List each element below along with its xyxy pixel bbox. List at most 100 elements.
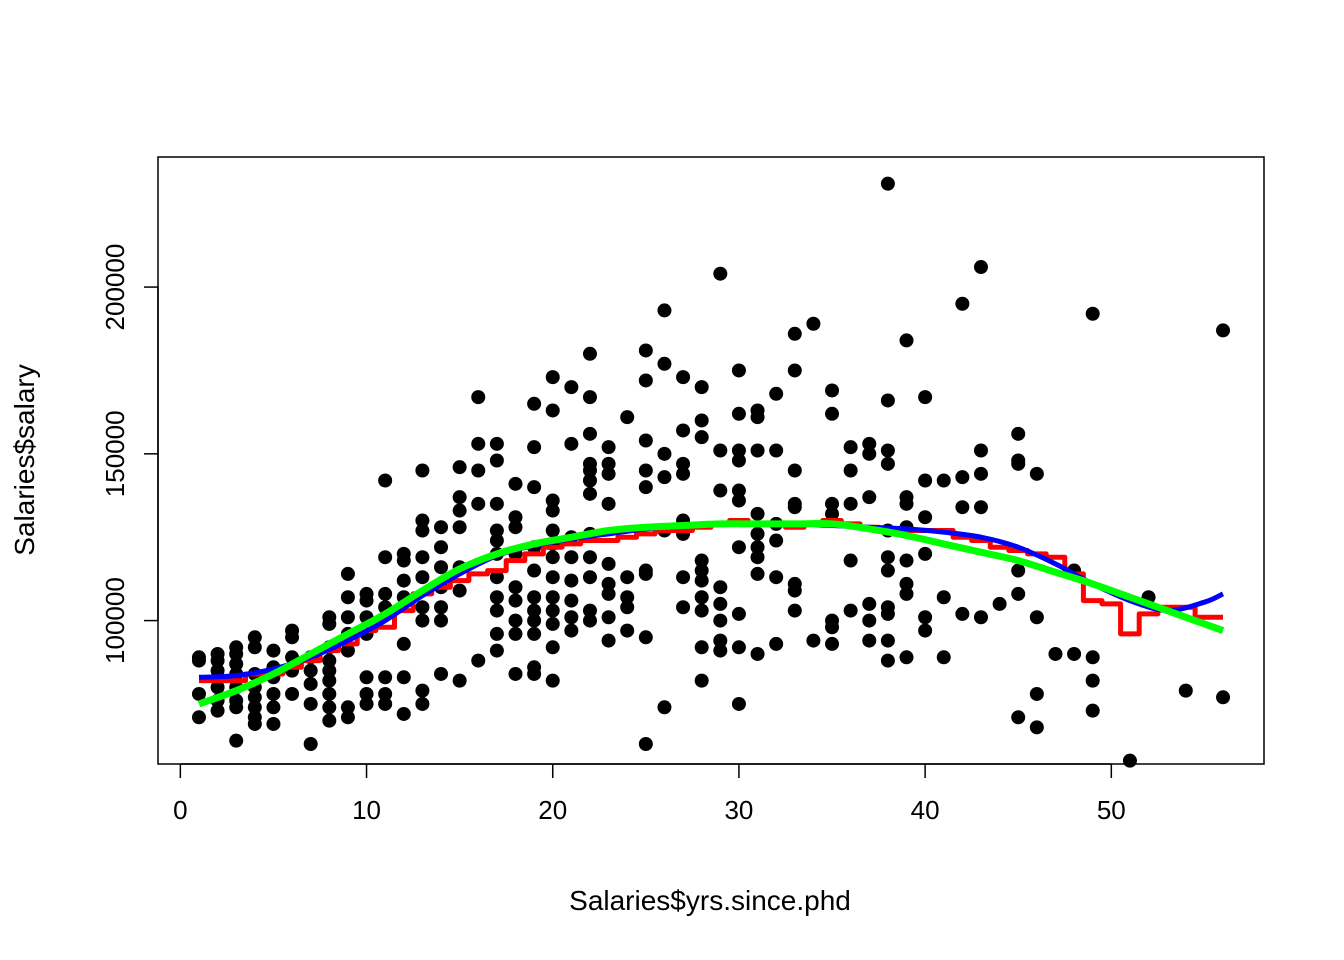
data-point — [880, 653, 895, 668]
data-point — [825, 496, 840, 511]
data-point — [880, 606, 895, 621]
data-point — [731, 640, 746, 655]
data-point — [601, 576, 616, 591]
data-point — [899, 650, 914, 665]
data-point — [638, 630, 653, 645]
data-point — [191, 686, 206, 701]
data-point — [471, 390, 486, 405]
data-point — [918, 610, 933, 625]
data-point — [880, 550, 895, 565]
data-point — [601, 556, 616, 571]
data-point — [862, 490, 877, 505]
data-point — [750, 550, 765, 565]
data-point — [527, 613, 542, 628]
data-point — [340, 590, 355, 605]
data-point — [731, 483, 746, 498]
data-point — [638, 433, 653, 448]
data-point — [378, 586, 393, 601]
data-point — [266, 716, 281, 731]
data-point — [862, 436, 877, 451]
data-point — [415, 613, 430, 628]
data-point — [973, 610, 988, 625]
data-point — [899, 553, 914, 568]
data-point — [1216, 323, 1231, 338]
data-point — [1085, 673, 1100, 688]
data-point — [862, 633, 877, 648]
data-point — [508, 626, 523, 641]
data-point — [787, 583, 802, 598]
data-point — [731, 443, 746, 458]
data-point — [489, 496, 504, 511]
data-point — [489, 453, 504, 468]
data-point — [434, 520, 449, 535]
data-point — [676, 370, 691, 385]
data-point — [694, 430, 709, 445]
data-point — [564, 550, 579, 565]
data-point — [489, 533, 504, 548]
data-point — [750, 646, 765, 661]
data-point — [434, 613, 449, 628]
data-point — [918, 473, 933, 488]
data-point — [787, 463, 802, 478]
data-point — [843, 440, 858, 455]
data-point — [303, 696, 318, 711]
data-point — [750, 540, 765, 555]
data-point — [806, 633, 821, 648]
data-point — [322, 673, 337, 688]
data-point — [955, 500, 970, 515]
data-point — [322, 663, 337, 678]
data-point — [638, 463, 653, 478]
x-tick-label: 40 — [911, 795, 940, 825]
data-point — [545, 590, 560, 605]
data-point — [545, 616, 560, 631]
data-point — [582, 486, 597, 501]
data-point — [843, 463, 858, 478]
data-point — [731, 493, 746, 508]
data-point — [266, 686, 281, 701]
data-point — [564, 436, 579, 451]
data-point — [601, 440, 616, 455]
data-point — [527, 440, 542, 455]
data-point — [396, 573, 411, 588]
data-point — [489, 436, 504, 451]
data-point — [415, 550, 430, 565]
y-axis-label: Salaries$salary — [9, 364, 40, 555]
data-point — [340, 566, 355, 581]
data-point — [769, 636, 784, 651]
data-point — [843, 496, 858, 511]
data-point — [452, 490, 467, 505]
data-point — [601, 496, 616, 511]
data-point — [452, 673, 467, 688]
data-point — [527, 480, 542, 495]
data-point — [825, 636, 840, 651]
data-point — [545, 403, 560, 418]
data-point — [247, 716, 262, 731]
data-point — [396, 670, 411, 685]
data-points — [191, 176, 1231, 768]
data-point — [731, 696, 746, 711]
data-point — [880, 456, 895, 471]
data-point — [936, 473, 951, 488]
data-point — [825, 620, 840, 635]
data-point — [601, 586, 616, 601]
data-point — [787, 500, 802, 515]
data-point — [564, 380, 579, 395]
data-point — [694, 590, 709, 605]
data-point — [489, 603, 504, 618]
data-point — [787, 363, 802, 378]
data-point — [527, 603, 542, 618]
data-point — [694, 553, 709, 568]
data-point — [638, 343, 653, 358]
data-point — [303, 676, 318, 691]
data-point — [825, 506, 840, 521]
data-point — [676, 423, 691, 438]
data-point — [825, 383, 840, 398]
data-point — [638, 373, 653, 388]
data-point — [1029, 610, 1044, 625]
data-point — [229, 646, 244, 661]
data-point — [1011, 456, 1026, 471]
data-point — [638, 566, 653, 581]
data-point — [769, 443, 784, 458]
data-point — [247, 700, 262, 715]
data-point — [452, 520, 467, 535]
